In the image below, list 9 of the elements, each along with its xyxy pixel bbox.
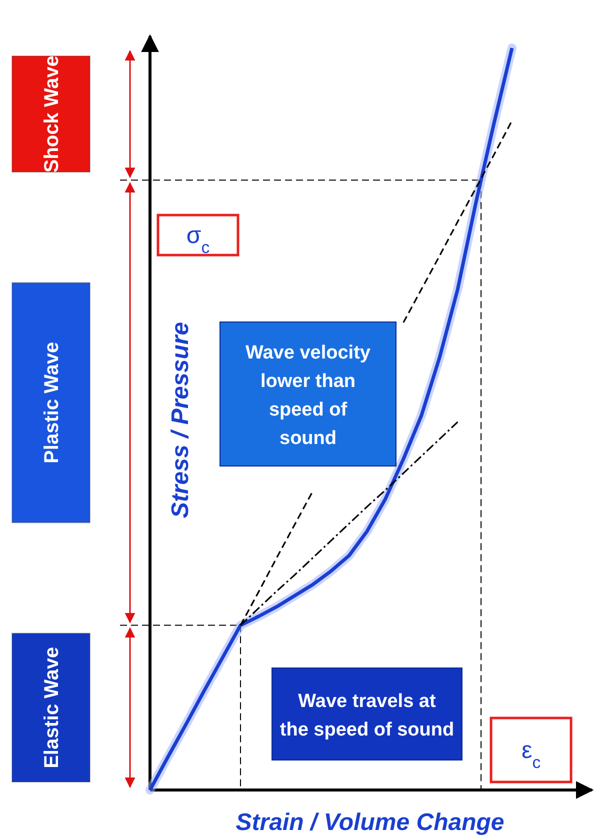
ref-line-label: σ$_{c}$ [186, 222, 210, 257]
annotation: Wave travels at the speed of sound [280, 690, 454, 740]
x-axis-title: Strain / Volume Change [236, 809, 504, 836]
annotation: Wave velocity lower than speed of sound [246, 342, 371, 449]
text: Shock Wave [41, 55, 63, 173]
y-axis-title: Stress / Pressure [167, 322, 194, 518]
text: Elastic Wave [41, 646, 63, 768]
text: ε$_{c}$ [521, 737, 541, 772]
text: Plastic Wave [41, 342, 63, 464]
